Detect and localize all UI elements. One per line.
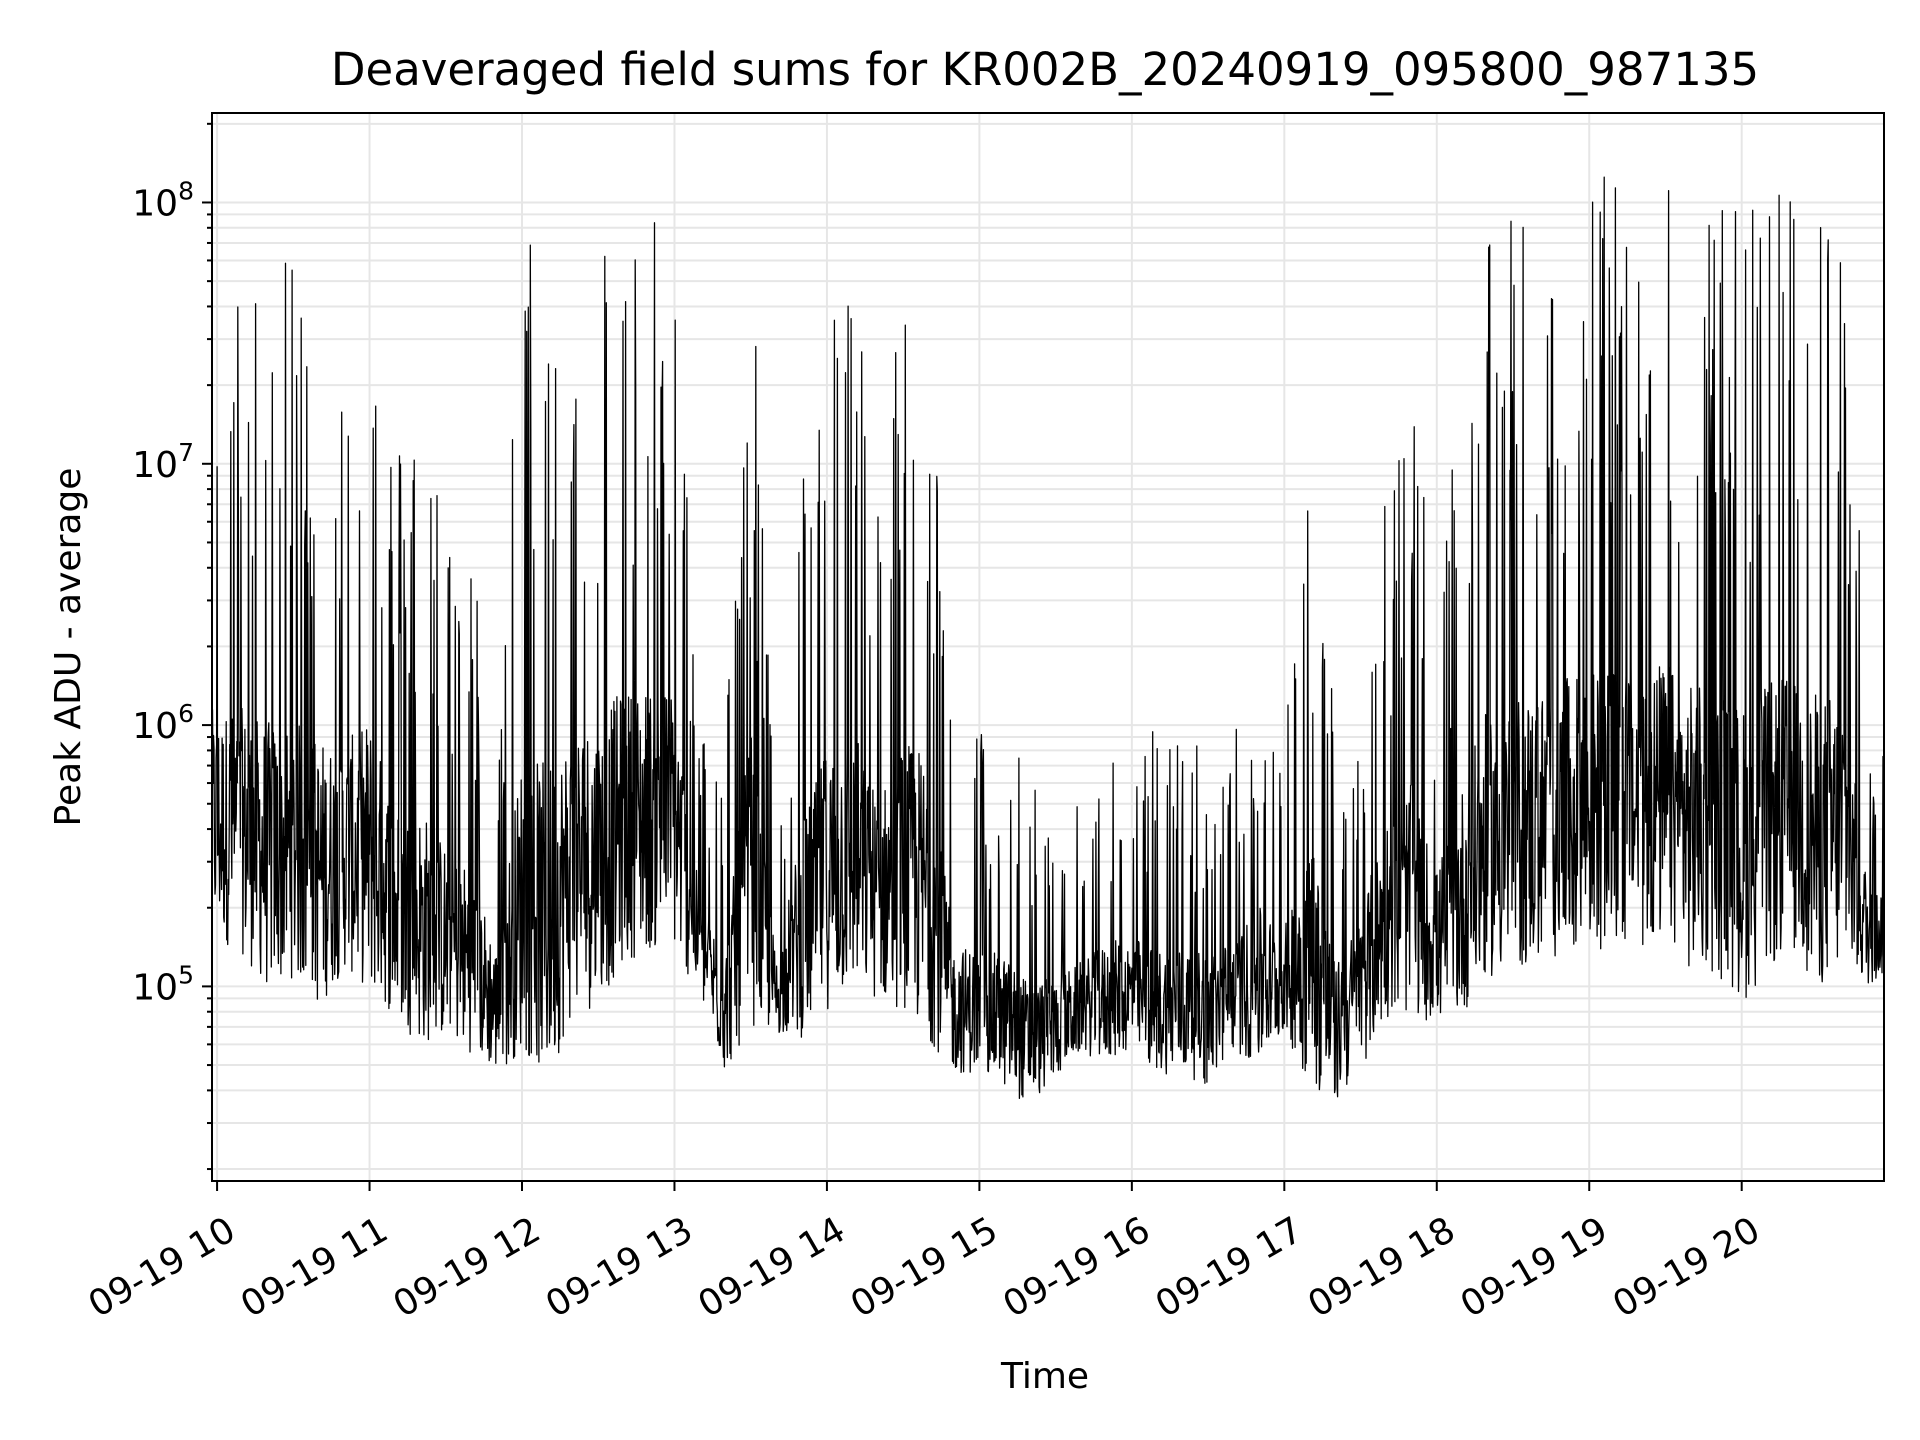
y-tick-label: 107 bbox=[132, 438, 194, 486]
y-tick-label: 106 bbox=[132, 699, 194, 747]
x-axis-title: Time bbox=[1000, 1356, 1089, 1397]
y-tick-label: 105 bbox=[132, 960, 194, 1008]
y-tick-label: 108 bbox=[132, 176, 194, 224]
y-axis-ticks: 105 106 107 108 bbox=[132, 122, 212, 1171]
chart-title: Deaveraged field sums for KR002B_2024091… bbox=[331, 43, 1759, 96]
series-line bbox=[211, 176, 1885, 1100]
y-axis-title: Peak ADU - average bbox=[48, 468, 89, 827]
data-series bbox=[211, 176, 1885, 1100]
